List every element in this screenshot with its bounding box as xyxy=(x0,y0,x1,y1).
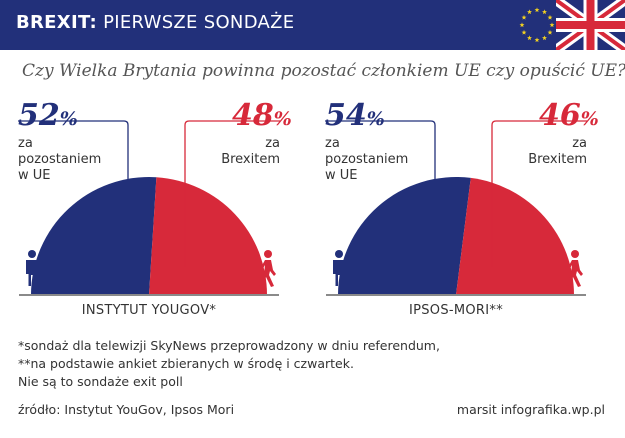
question-text: Czy Wielka Brytania powinna pozostać czł… xyxy=(22,61,625,81)
remain-label: za pozostaniem w UE xyxy=(325,136,409,183)
leave-slice xyxy=(149,177,267,295)
leave-leader-line xyxy=(491,120,587,267)
remain-label: za pozostaniem w UE xyxy=(18,136,102,183)
leave-slice xyxy=(456,177,574,295)
eu-star xyxy=(527,35,532,41)
eu-star xyxy=(547,29,553,35)
leave-percentage: 46% xyxy=(539,98,599,133)
footnote-2: **na podstawie ankiet zbieranych w środę… xyxy=(18,356,354,371)
walking-person-icon xyxy=(566,250,583,287)
eu-star xyxy=(534,7,540,13)
semicircle-chart xyxy=(18,120,280,296)
eu-star xyxy=(519,22,525,28)
remain-percentage: 52% xyxy=(18,98,78,133)
leave-percentage: 48% xyxy=(232,98,292,133)
remain-slice xyxy=(31,176,157,295)
eu-star xyxy=(549,22,555,28)
header-bar: BREXIT: PIERWSZE SONDAŻE xyxy=(0,0,625,50)
standing-person-icon xyxy=(26,250,38,286)
title-rest: PIERWSZE SONDAŻE xyxy=(103,12,295,33)
eu-star xyxy=(527,9,532,15)
eu-star xyxy=(521,29,527,35)
remain-leader-line xyxy=(18,120,129,267)
leave-label: za Brexitem xyxy=(221,136,280,167)
poll-panel-yougov: 52% 48% za pozostaniem w UE za Brexitem … xyxy=(14,95,292,325)
footnote-3: Nie są to sondaże exit poll xyxy=(18,374,183,389)
leave-label: za Brexitem xyxy=(528,136,587,167)
eu-star xyxy=(534,37,540,43)
source-text: źródło: Instytut YouGov, Ipsos Mori xyxy=(18,402,235,417)
uk-flag-icon xyxy=(556,0,625,50)
eu-star xyxy=(542,9,547,15)
credit-text: marsit infografika.wp.pl xyxy=(456,402,605,417)
walking-person-icon xyxy=(259,250,276,287)
remain-percentage: 54% xyxy=(325,98,385,133)
remain-leader-line xyxy=(325,120,436,267)
page-title: BREXIT: PIERWSZE SONDAŻE xyxy=(16,12,294,33)
remain-slice xyxy=(338,176,471,295)
eu-star xyxy=(521,14,527,20)
institute-label: IPSOS-MORI** xyxy=(408,303,504,318)
semicircle-chart xyxy=(325,120,587,296)
eu-star xyxy=(542,35,547,41)
eu-star xyxy=(547,14,553,20)
title-bold: BREXIT: xyxy=(16,12,98,33)
poll-panel-ipsos: 54% 46% za pozostaniem w UE za Brexitem … xyxy=(321,95,599,325)
leave-leader-line xyxy=(184,120,280,267)
footnote-1: *sondaż dla telewizji SkyNews przeprowad… xyxy=(18,338,440,353)
institute-label: INSTYTUT YOUGOV* xyxy=(81,303,217,318)
standing-person-icon xyxy=(333,250,345,286)
